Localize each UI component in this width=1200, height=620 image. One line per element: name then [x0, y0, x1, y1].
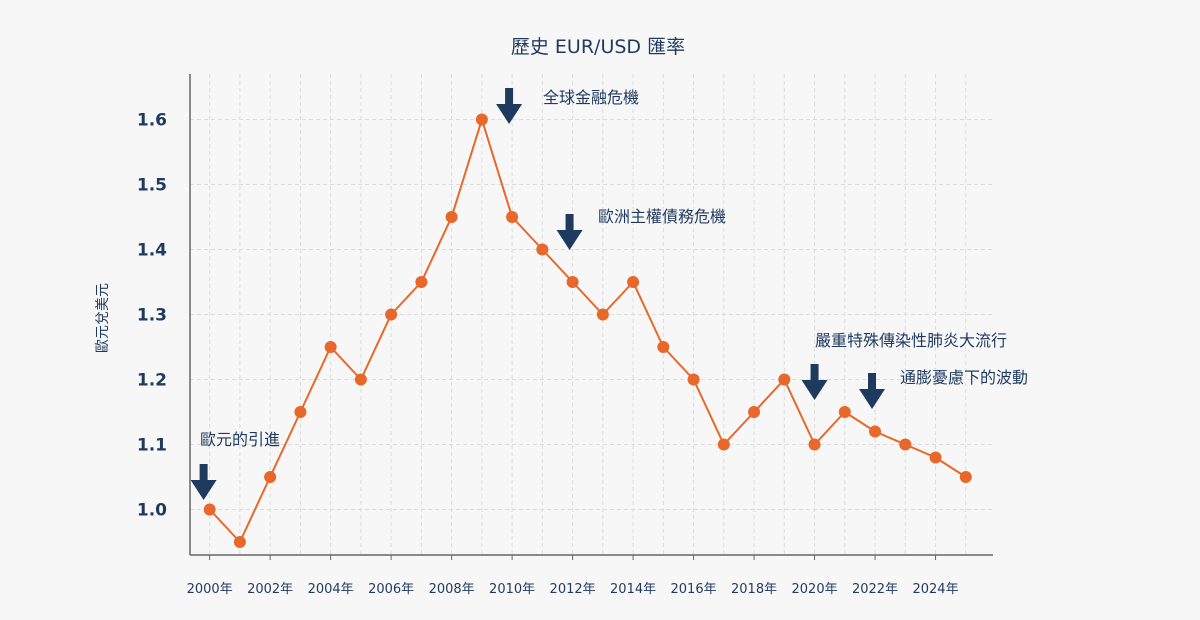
x-tick-label: 2020年: [792, 582, 838, 597]
series-line-0: [208, 118, 967, 543]
annotation-label: 全球金融危機: [543, 88, 639, 107]
annotation-arrow-icon: [556, 214, 583, 250]
data-point: [748, 406, 761, 418]
data-point: [929, 451, 942, 464]
data-point: [264, 471, 277, 483]
data-point: [717, 438, 730, 451]
axes: [189, 74, 993, 556]
data-point: [233, 536, 246, 548]
y-tick-label: 1.6: [137, 111, 167, 131]
data-point: [808, 438, 821, 451]
x-tick-label: 2014年: [610, 582, 656, 597]
x-tick-label: 2006年: [368, 582, 414, 597]
x-tick-label: 2022年: [852, 582, 898, 597]
x-tick-label: 2000年: [187, 582, 233, 597]
x-tick-label: 2024年: [912, 582, 958, 597]
data-point: [324, 341, 337, 353]
data-point: [203, 503, 216, 516]
data-point: [838, 406, 851, 418]
y-tick-label: 1.1: [137, 436, 167, 456]
annotation-arrow-icon: [801, 364, 828, 400]
annotation-arrow-icon: [190, 464, 217, 500]
data-points: [203, 113, 972, 548]
data-point: [959, 471, 972, 483]
data-point: [475, 113, 488, 126]
x-tick-label: 2016年: [671, 582, 717, 597]
annotation-arrow-icon: [859, 373, 886, 409]
y-tick-label: 1.0: [137, 501, 167, 521]
y-tick-label: 1.5: [137, 176, 167, 196]
data-point: [869, 425, 882, 438]
y-tick-label: 1.3: [137, 306, 167, 326]
annotation-label: 嚴重特殊傳染性肺炎大流行: [815, 331, 1007, 350]
x-tick-label: 2004年: [308, 582, 354, 597]
annotation-arrow-icon: [496, 88, 523, 124]
chart-title: 歷史 EUR/USD 匯率: [511, 36, 685, 58]
x-tick-labels: 2000年 2002年 2004年 2006年 2008年 2010年 2012年 2014年…: [187, 555, 959, 597]
y-axis-label: 歐元兌美元: [95, 283, 111, 353]
data-point: [687, 373, 700, 386]
grid: [190, 74, 993, 555]
data-point: [294, 406, 307, 418]
annotation-label: 歐洲主權債務危機: [598, 207, 726, 226]
data-point: [445, 211, 458, 223]
data-point: [536, 243, 549, 256]
series-line: [208, 118, 967, 543]
data-point: [899, 438, 912, 451]
annotation-label: 歐元的引進: [200, 430, 280, 449]
x-tick-label: 2018年: [731, 582, 777, 597]
data-point: [596, 308, 609, 321]
data-point: [385, 308, 398, 321]
x-tick-label: 2010年: [489, 582, 535, 597]
y-tick-labels: 1.0 1.1 1.2 1.3 1.4 1.5 1.6: [137, 111, 167, 521]
data-point: [778, 373, 791, 386]
y-tick-label: 1.4: [137, 241, 167, 261]
annotation-label: 通膨憂慮下的波動: [900, 368, 1028, 387]
x-tick-label: 2012年: [550, 582, 596, 597]
x-tick-label: 2008年: [429, 582, 475, 597]
x-tick-label: 2002年: [247, 582, 293, 597]
data-point: [506, 211, 519, 223]
data-point: [415, 276, 428, 288]
data-point: [354, 373, 367, 386]
data-point: [566, 276, 579, 288]
data-point: [657, 341, 670, 353]
data-point: [627, 276, 640, 288]
y-tick-label: 1.2: [137, 371, 167, 391]
